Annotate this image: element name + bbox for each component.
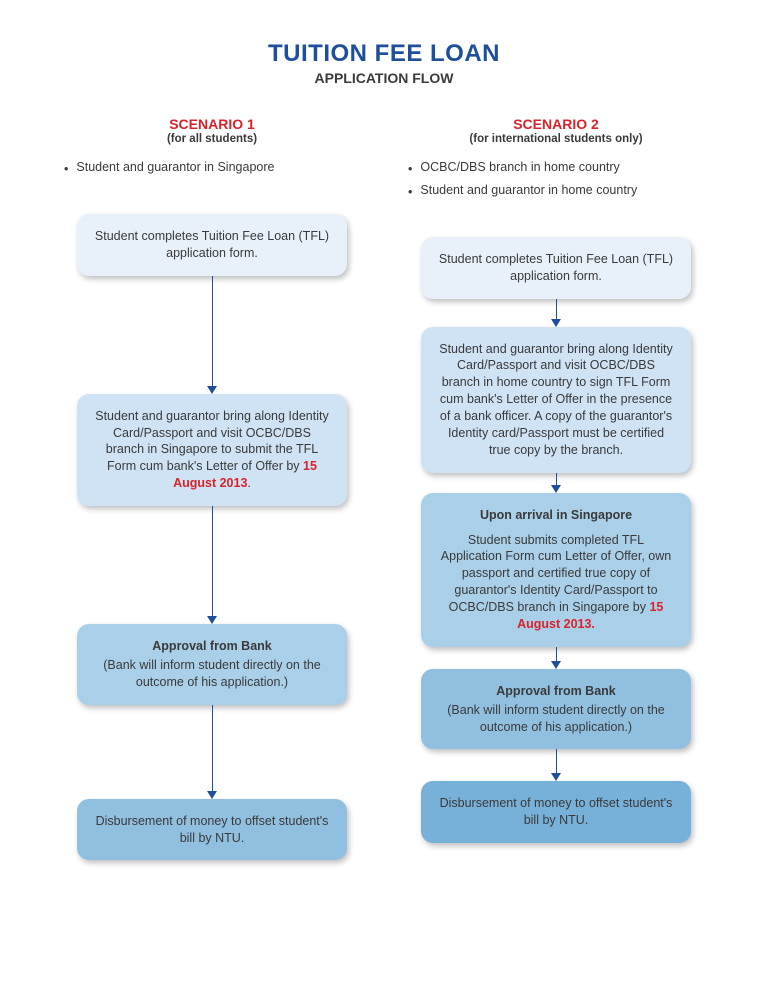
node-text: Student and guarantor bring along Identi… (439, 342, 673, 457)
node-bold: Approval from Bank (437, 683, 675, 700)
bullet-item: • Student and guarantor in Singapore (64, 159, 360, 178)
flow-arrow (207, 506, 217, 624)
bullet-icon: • (64, 161, 68, 178)
bullet-item: • Student and guarantor in home country (408, 182, 704, 201)
scenario-2-column: SCENARIO 2 (for international students o… (404, 116, 708, 860)
node-text: (Bank will inform student directly on th… (447, 703, 664, 734)
node-text: Student completes Tuition Fee Loan (TFL)… (439, 252, 673, 283)
columns: SCENARIO 1 (for all students) • Student … (60, 116, 708, 860)
scenario-1-sub: (for all students) (167, 133, 257, 145)
flow-node-s1n2: Student and guarantor bring along Identi… (77, 394, 347, 506)
bullet-icon: • (408, 161, 412, 178)
bullet-icon: • (408, 184, 412, 201)
bullet-text: Student and guarantor in home country (420, 182, 637, 199)
node-text: Student and guarantor bring along Identi… (95, 409, 329, 474)
scenario-2-bullets: • OCBC/DBS branch in home country • Stud… (404, 159, 708, 205)
flow-arrow (207, 705, 217, 799)
node-text: Student completes Tuition Fee Loan (TFL)… (95, 229, 329, 260)
bullet-item: • OCBC/DBS branch in home country (408, 159, 704, 178)
page-subtitle: APPLICATION FLOW (60, 70, 708, 86)
node-text: (Bank will inform student directly on th… (103, 658, 320, 689)
bullet-text: OCBC/DBS branch in home country (420, 159, 619, 176)
flow-node-s1n3: Approval from Bank (Bank will inform stu… (77, 624, 347, 705)
flow-arrow (551, 299, 561, 327)
flow-arrow (207, 276, 217, 394)
scenario-1-column: SCENARIO 1 (for all students) • Student … (60, 116, 364, 860)
flow-node-s2n5: Disbursement of money to offset student'… (421, 781, 691, 843)
flow-arrow (551, 473, 561, 493)
page: TUITION FEE LOAN APPLICATION FLOW SCENAR… (0, 0, 768, 900)
node-bold: Approval from Bank (93, 638, 331, 655)
node-bold: Upon arrival in Singapore (437, 507, 675, 524)
flow-node-s2n3: Upon arrival in Singapore Student submit… (421, 493, 691, 647)
scenario-1-bullets: • Student and guarantor in Singapore (60, 159, 364, 182)
page-title: TUITION FEE LOAN (60, 40, 708, 68)
scenario-2-sub: (for international students only) (469, 133, 642, 145)
scenario-2-label: SCENARIO 2 (513, 116, 599, 132)
node-text: Disbursement of money to offset student'… (440, 796, 673, 827)
node-text: Student submits completed TFL Applicatio… (441, 533, 671, 615)
bullet-text: Student and guarantor in Singapore (76, 159, 274, 176)
node-tail: . (247, 476, 250, 490)
flow-node-s2n4: Approval from Bank (Bank will inform stu… (421, 669, 691, 750)
flow-node-s2n1: Student completes Tuition Fee Loan (TFL)… (421, 237, 691, 299)
flow-node-s2n2: Student and guarantor bring along Identi… (421, 327, 691, 473)
flow-arrow (551, 749, 561, 781)
node-text: Disbursement of money to offset student'… (96, 814, 329, 845)
flow-node-s1n4: Disbursement of money to offset student'… (77, 799, 347, 861)
flow-node-s1n1: Student completes Tuition Fee Loan (TFL)… (77, 214, 347, 276)
flow-arrow (551, 647, 561, 669)
scenario-1-label: SCENARIO 1 (169, 116, 255, 132)
